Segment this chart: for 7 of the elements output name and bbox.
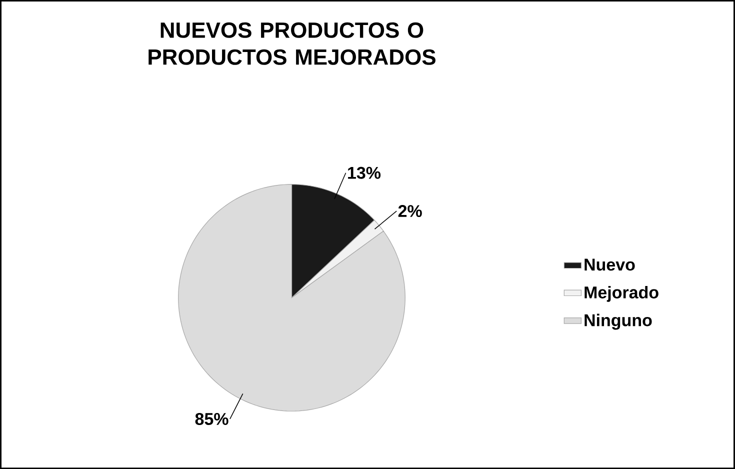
chart-title: NUEVOS PRODUCTOS O PRODUCTOS MEJORADOS — [148, 22, 436, 65]
legend-label: Mejorado — [584, 286, 658, 302]
legend-label: Ninguno — [584, 314, 652, 330]
data-label: 85% — [195, 412, 228, 425]
legend-label: Nuevo — [584, 258, 635, 271]
data-label: 13% — [348, 166, 381, 179]
data-label: 2% — [398, 204, 422, 217]
